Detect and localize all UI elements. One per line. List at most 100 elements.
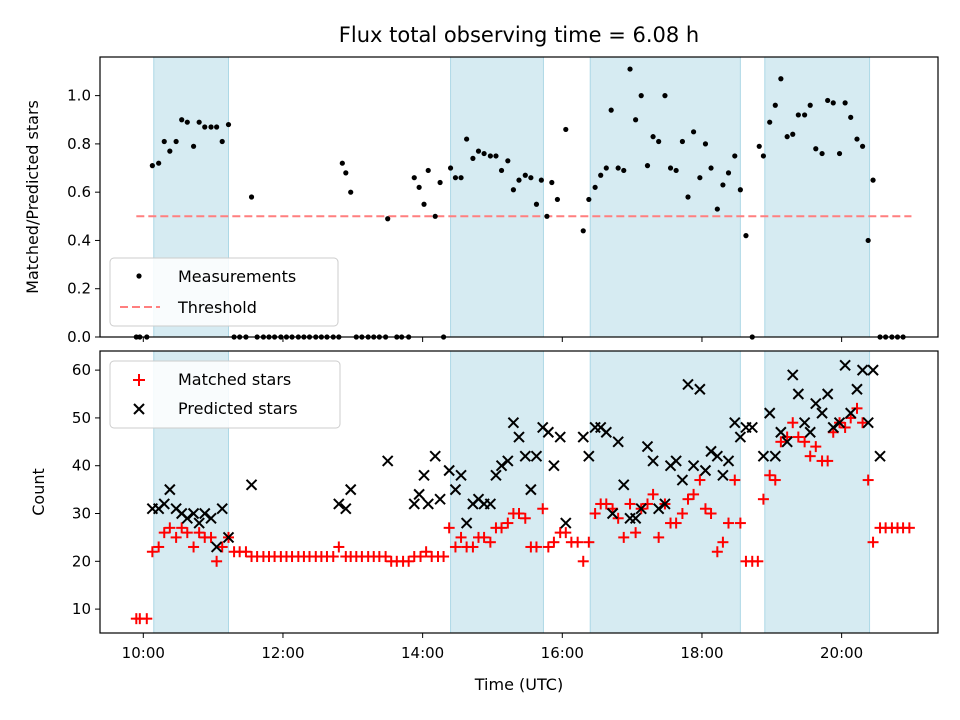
observing-window bbox=[764, 56, 871, 338]
predicted-star-point bbox=[792, 388, 805, 400]
measurement-point bbox=[214, 124, 220, 130]
matched-star-point bbox=[729, 474, 741, 486]
measurement-point bbox=[533, 201, 540, 207]
predicted-star-point bbox=[502, 455, 514, 467]
predicted-star-point bbox=[443, 464, 455, 477]
predicted-star-point bbox=[705, 445, 717, 458]
matched-star-point bbox=[438, 551, 450, 563]
y-tick-label: 0.8 bbox=[67, 135, 91, 153]
measurement-point bbox=[161, 138, 167, 145]
measurement-point bbox=[184, 119, 190, 125]
measurement-point bbox=[516, 177, 522, 183]
matched-star-point bbox=[478, 531, 490, 543]
predicted-star-point bbox=[484, 498, 497, 510]
matched-star-point bbox=[624, 498, 636, 510]
measurement-point bbox=[505, 158, 511, 164]
measurement-point bbox=[870, 177, 876, 183]
matched-star-point bbox=[502, 517, 514, 529]
predicted-star-point bbox=[216, 503, 228, 515]
measurement-point bbox=[778, 76, 784, 82]
predicted-star-point bbox=[600, 426, 612, 438]
measurement-point bbox=[697, 175, 703, 181]
measurement-point bbox=[603, 165, 609, 171]
matched-star-point bbox=[176, 522, 188, 534]
ratio-legend: Measurements Threshold bbox=[109, 257, 339, 327]
matched-star-point bbox=[705, 508, 717, 520]
measurement-point bbox=[528, 175, 534, 181]
measurement-point bbox=[795, 112, 801, 118]
matched-star-point bbox=[415, 551, 427, 563]
predicted-star-point bbox=[245, 479, 258, 491]
matched-star-point bbox=[583, 536, 595, 548]
measurement-point bbox=[470, 155, 476, 161]
measurement-point bbox=[538, 177, 544, 183]
matched-star-point bbox=[711, 546, 723, 558]
observing-window bbox=[450, 56, 544, 338]
matched-star-point bbox=[193, 527, 205, 539]
predicted-star-point bbox=[694, 383, 706, 395]
measurement-point bbox=[173, 138, 179, 145]
predicted-star-point bbox=[210, 541, 223, 553]
measurement-point bbox=[685, 194, 691, 200]
ratio-legend-box bbox=[109, 257, 339, 327]
measurement-point bbox=[673, 167, 679, 174]
predicted-star-point bbox=[647, 455, 659, 467]
predicted-star-point bbox=[833, 416, 846, 429]
measurement-point bbox=[481, 150, 487, 157]
measurement-point bbox=[219, 138, 225, 145]
measurement-point bbox=[825, 97, 831, 104]
predicted-star-point bbox=[757, 450, 770, 462]
matched-star-point bbox=[799, 436, 811, 448]
count-panel: 10 20 30 40 50 60 10:00 12:00 14:00 16:00 18:00 20… bbox=[29, 350, 939, 694]
y-tick-label: 10 bbox=[72, 600, 91, 618]
measurement-point bbox=[554, 196, 561, 203]
y-tick-label: 0.6 bbox=[67, 183, 91, 201]
measurement-point bbox=[563, 126, 569, 133]
count-legend-box bbox=[109, 360, 341, 429]
measurement-point bbox=[767, 119, 773, 125]
matched-star-point bbox=[600, 498, 612, 510]
predicted-star-point bbox=[810, 397, 822, 410]
measurement-point bbox=[432, 213, 438, 219]
predicted-star-point bbox=[542, 426, 555, 438]
measurement-point bbox=[621, 167, 627, 174]
matched-star-point bbox=[787, 417, 799, 429]
observing-window bbox=[589, 350, 741, 634]
measurement-point bbox=[760, 153, 767, 159]
matched-star-point bbox=[653, 531, 665, 543]
measurement-point bbox=[339, 160, 345, 166]
matched-star-point bbox=[333, 541, 345, 553]
predicted-star-point bbox=[763, 407, 776, 419]
y-tick-label: 50 bbox=[72, 409, 91, 427]
matched-star-point bbox=[867, 536, 879, 548]
predicted-star-point bbox=[577, 431, 589, 443]
predicted-star-point bbox=[862, 416, 874, 429]
predicted-star-point bbox=[641, 440, 654, 453]
predicted-star-point bbox=[187, 507, 200, 520]
matched-star-point bbox=[188, 541, 200, 553]
predicted-star-point bbox=[781, 436, 793, 448]
measurement-point bbox=[202, 124, 208, 130]
legend-label-threshold: Threshold bbox=[177, 298, 257, 317]
matched-star-point bbox=[572, 536, 584, 548]
measurement-point bbox=[638, 93, 644, 99]
matched-star-point bbox=[560, 527, 572, 539]
measurement-point bbox=[580, 228, 586, 234]
measurement-point bbox=[464, 136, 470, 142]
measurement-point bbox=[167, 148, 173, 154]
predicted-star-point bbox=[460, 517, 473, 529]
matched-star-point bbox=[670, 517, 682, 529]
matched-star-point bbox=[240, 546, 252, 558]
count-legend: Matched stars Predicted stars bbox=[109, 360, 341, 429]
measurement-point bbox=[807, 102, 813, 108]
measurement-point bbox=[149, 163, 155, 169]
matched-star-point bbox=[688, 488, 700, 500]
predicted-star-point bbox=[734, 431, 747, 443]
predicted-star-point bbox=[340, 503, 352, 515]
measurement-point bbox=[475, 148, 482, 154]
predicted-star-point bbox=[519, 450, 531, 462]
predicted-star-point bbox=[158, 498, 170, 510]
x-axis-label: Time (UTC) bbox=[474, 675, 563, 694]
predicted-star-point bbox=[434, 493, 446, 505]
